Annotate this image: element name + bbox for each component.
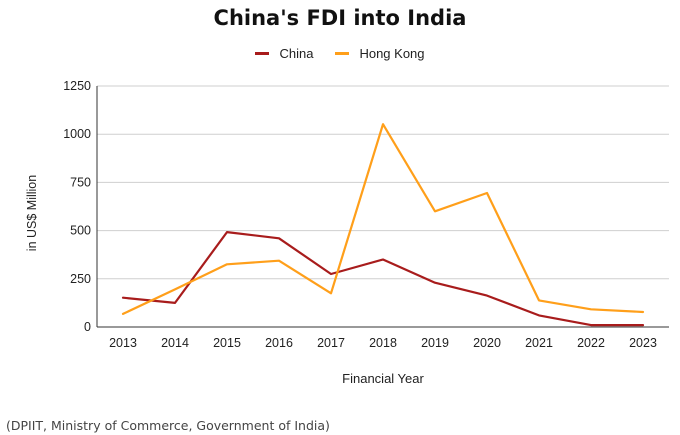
legend-entry-china: China: [255, 46, 313, 61]
legend-entry-hong-kong: Hong Kong: [335, 46, 425, 61]
legend-label-china: China: [279, 46, 314, 61]
y-axis-label: in US$ Million: [25, 175, 39, 251]
y-tick-label: 1000: [63, 127, 91, 141]
y-tick-label: 0: [84, 320, 91, 334]
x-tick-label: 2014: [161, 336, 189, 350]
y-tick-label: 1250: [63, 79, 91, 93]
x-tick-label: 2020: [473, 336, 501, 350]
legend-label-hong-kong: Hong Kong: [359, 46, 425, 61]
x-tick-labels: 2013 2014 2015 2016 2017 2018 2019 2020 2021 2022…: [109, 336, 657, 350]
x-tick-label: 2015: [213, 336, 241, 350]
x-tick-label: 2022: [577, 336, 605, 350]
y-tick-label: 750: [70, 175, 91, 189]
y-tick-labels: 0 250 500 750 1000 1250: [63, 79, 91, 334]
x-axis-label: Financial Year: [342, 371, 424, 386]
x-tick-label: 2019: [421, 336, 449, 350]
grid: [97, 85, 669, 280]
chart-title: China's FDI into India: [213, 6, 467, 30]
x-tick-label: 2013: [109, 336, 137, 350]
series-lines: [121, 123, 645, 327]
legend: China Hong Kong: [0, 46, 680, 61]
legend-swatch-china: [255, 52, 270, 55]
x-tick-label: 2017: [317, 336, 345, 350]
x-tick-label: 2023: [629, 336, 657, 350]
y-tick-label: 250: [70, 272, 91, 286]
x-tick-label: 2018: [369, 336, 397, 350]
source-note: (DPIIT, Ministry of Commerce, Government…: [6, 418, 330, 433]
legend-swatch-hong-kong: [335, 52, 350, 55]
x-tick-label: 2021: [525, 336, 553, 350]
axes: [96, 86, 669, 328]
x-tick-label: 2016: [265, 336, 293, 350]
series-line-hong-kong: [121, 123, 645, 315]
y-tick-label: 500: [70, 224, 91, 238]
series-line-china: [121, 231, 645, 327]
